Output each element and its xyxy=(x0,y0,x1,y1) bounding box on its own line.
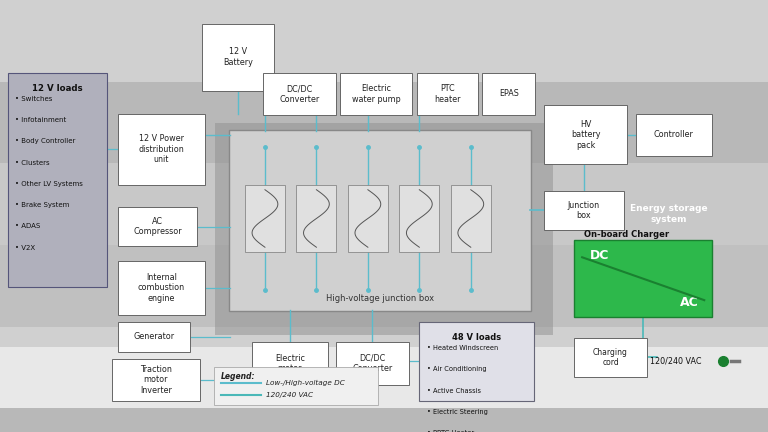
Text: HV
battery
pack: HV battery pack xyxy=(571,120,601,149)
Text: Low-/High-voltage DC: Low-/High-voltage DC xyxy=(266,380,346,386)
FancyBboxPatch shape xyxy=(574,240,712,317)
Text: DC/DC
Converter: DC/DC Converter xyxy=(280,84,319,104)
Text: 48 V loads: 48 V loads xyxy=(452,333,501,342)
Text: DC: DC xyxy=(590,249,609,262)
Text: 12 V
Battery: 12 V Battery xyxy=(223,48,253,67)
Text: • Body Controller: • Body Controller xyxy=(15,138,76,144)
Text: Internal
combustion
engine: Internal combustion engine xyxy=(137,273,185,303)
Text: 120/240 VAC: 120/240 VAC xyxy=(266,392,313,398)
Text: EPAS: EPAS xyxy=(499,89,518,98)
FancyBboxPatch shape xyxy=(417,73,478,115)
Text: • Switches: • Switches xyxy=(15,96,53,102)
Text: DC/DC
Converter: DC/DC Converter xyxy=(353,354,392,373)
Text: Charging
cord: Charging cord xyxy=(593,348,628,367)
FancyBboxPatch shape xyxy=(229,130,531,311)
FancyBboxPatch shape xyxy=(118,322,190,352)
Text: 12 V Power
distribution
unit: 12 V Power distribution unit xyxy=(138,134,184,164)
FancyBboxPatch shape xyxy=(202,24,274,91)
Bar xyxy=(0,347,768,408)
Text: • Air Conditioning: • Air Conditioning xyxy=(427,366,487,372)
FancyBboxPatch shape xyxy=(348,185,388,252)
Bar xyxy=(0,0,768,82)
Text: Generator: Generator xyxy=(133,332,174,341)
Text: High-voltage junction box: High-voltage junction box xyxy=(326,294,434,303)
Text: Energy storage
system: Energy storage system xyxy=(630,204,707,224)
FancyBboxPatch shape xyxy=(482,73,535,115)
FancyBboxPatch shape xyxy=(399,185,439,252)
Bar xyxy=(215,123,553,335)
Text: • Brake System: • Brake System xyxy=(15,202,70,208)
FancyBboxPatch shape xyxy=(419,322,534,401)
FancyBboxPatch shape xyxy=(112,359,200,401)
FancyBboxPatch shape xyxy=(245,185,285,252)
Text: AC
Compressor: AC Compressor xyxy=(133,217,182,236)
Bar xyxy=(0,82,768,163)
Bar xyxy=(0,245,768,327)
FancyBboxPatch shape xyxy=(214,367,378,405)
Text: Traction
motor
Inverter: Traction motor Inverter xyxy=(140,365,172,395)
FancyBboxPatch shape xyxy=(574,338,647,377)
Text: 12 V loads: 12 V loads xyxy=(32,84,82,93)
FancyBboxPatch shape xyxy=(544,105,627,164)
FancyBboxPatch shape xyxy=(8,73,107,287)
FancyBboxPatch shape xyxy=(252,342,328,384)
Text: On-board Charger: On-board Charger xyxy=(584,230,669,239)
FancyBboxPatch shape xyxy=(336,342,409,384)
Text: Electric
motor: Electric motor xyxy=(275,354,305,373)
Text: • Other LV Systems: • Other LV Systems xyxy=(15,181,83,187)
FancyBboxPatch shape xyxy=(636,114,712,156)
FancyBboxPatch shape xyxy=(544,191,624,229)
Bar xyxy=(0,327,768,408)
Text: • Active Chassis: • Active Chassis xyxy=(427,388,481,394)
Text: • Clusters: • Clusters xyxy=(15,160,50,166)
FancyBboxPatch shape xyxy=(296,185,336,252)
FancyBboxPatch shape xyxy=(263,73,336,115)
Text: 120/240 VAC: 120/240 VAC xyxy=(650,357,701,366)
Text: AC: AC xyxy=(680,296,699,309)
FancyBboxPatch shape xyxy=(451,185,491,252)
Text: • ADAS: • ADAS xyxy=(15,223,41,229)
FancyBboxPatch shape xyxy=(118,114,205,184)
Text: • V2X: • V2X xyxy=(15,245,35,251)
Text: Legend:: Legend: xyxy=(221,372,256,381)
FancyBboxPatch shape xyxy=(118,207,197,246)
FancyBboxPatch shape xyxy=(118,260,205,315)
Text: • Heated Windscreen: • Heated Windscreen xyxy=(427,345,498,351)
Text: • PPTC Heater: • PPTC Heater xyxy=(427,430,474,432)
Text: Controller: Controller xyxy=(654,130,694,139)
FancyBboxPatch shape xyxy=(340,73,412,115)
Bar xyxy=(0,163,768,245)
Text: PTC
heater: PTC heater xyxy=(434,84,461,104)
Text: • Infotainment: • Infotainment xyxy=(15,117,67,123)
Text: Junction
box: Junction box xyxy=(568,200,600,220)
Text: Electric
water pump: Electric water pump xyxy=(352,84,401,104)
Text: • Electric Steering: • Electric Steering xyxy=(427,409,488,415)
